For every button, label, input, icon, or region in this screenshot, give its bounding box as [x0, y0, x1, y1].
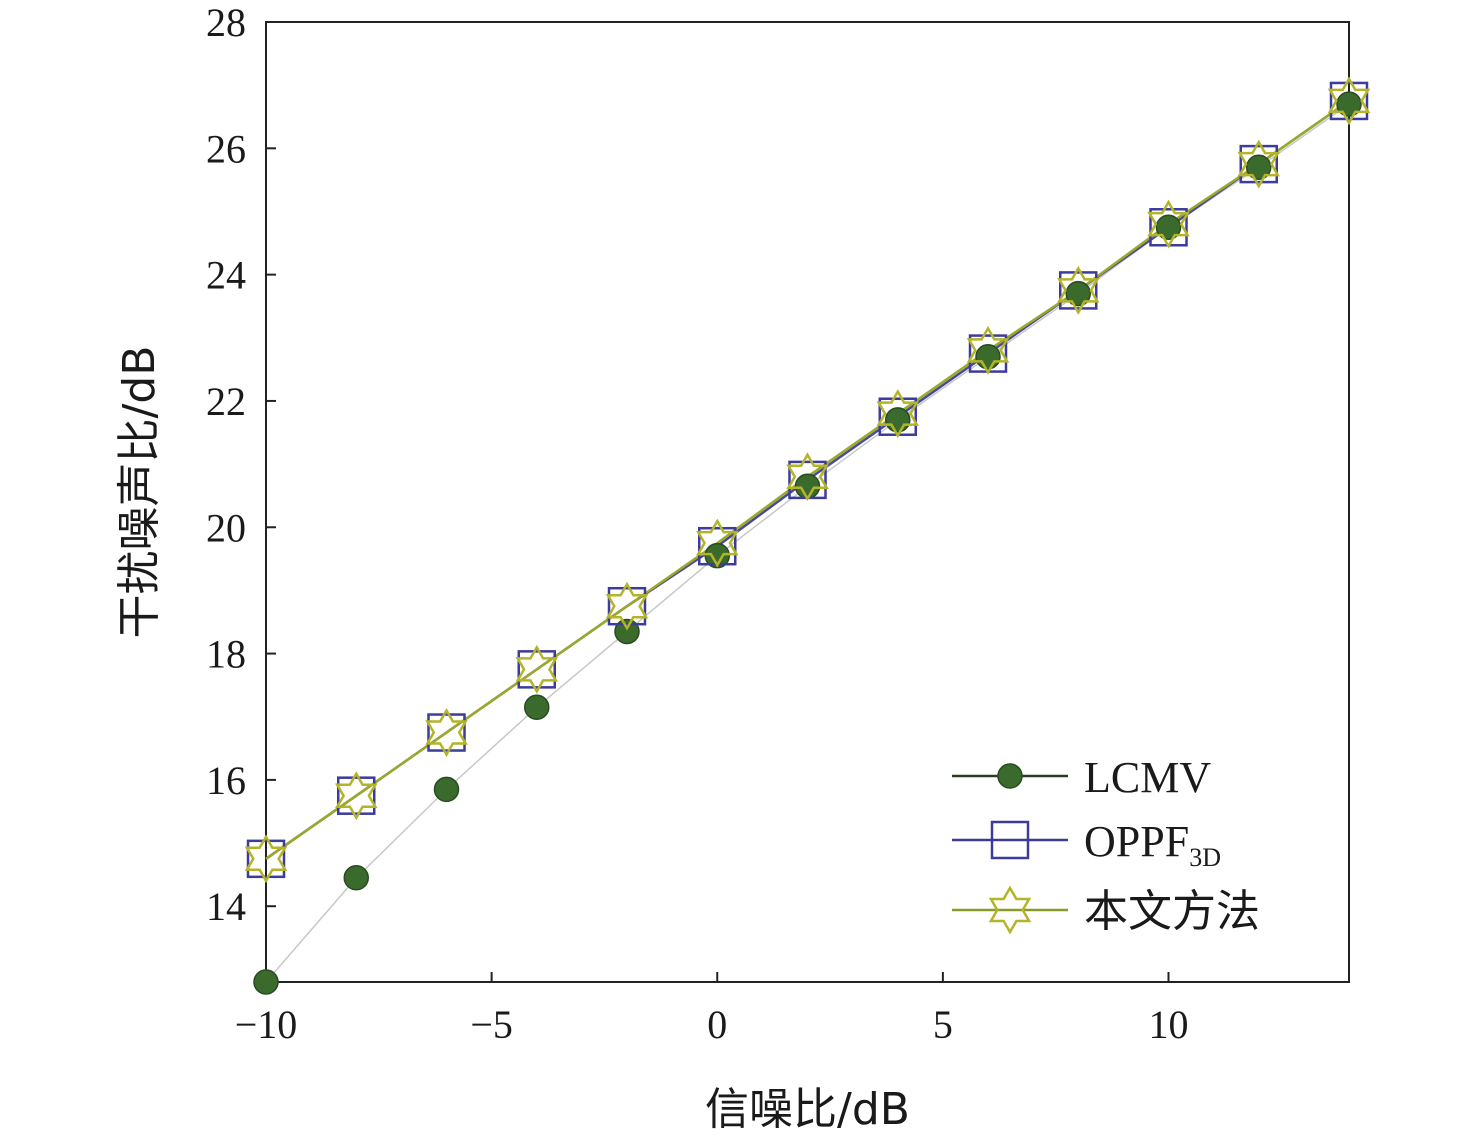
series-0-point	[1336, 91, 1362, 117]
series-2-point	[425, 708, 468, 757]
y-tick-label: 14	[206, 884, 246, 929]
legend-marker	[988, 885, 1032, 935]
series-1-point	[607, 586, 647, 626]
series-0-point	[1246, 154, 1272, 181]
y-tick-label: 18	[206, 632, 246, 677]
series-0-point	[1155, 214, 1182, 241]
series-1-point	[246, 839, 286, 879]
series-2-point	[605, 581, 649, 631]
legend-label: 本文方法	[1084, 887, 1260, 936]
y-axis-title: 干扰噪声比/dB	[114, 346, 165, 639]
series-1-point	[427, 713, 466, 752]
legend-label-text: LCMV	[1084, 753, 1211, 802]
series-0-point	[794, 473, 821, 499]
series-0-point	[343, 865, 369, 891]
legend-marker	[997, 763, 1023, 789]
legend: LCMV OPPF3D 本文方法	[952, 753, 1260, 936]
legend-label: LCMV	[1084, 753, 1211, 802]
series-2-point	[1237, 139, 1280, 189]
plot-area: −10 −5 0 5 10 14 16 18 20 22 24 26 28	[206, 0, 1371, 1047]
series-0-point	[614, 618, 640, 645]
x-axis-title: 信噪比/dB	[705, 1084, 910, 1135]
legend-marker	[990, 820, 1030, 860]
series-2-point	[1057, 265, 1100, 315]
series-0-point	[253, 969, 279, 995]
y-tick-label: 16	[206, 758, 246, 803]
x-tick-label: −5	[470, 1002, 513, 1047]
x-tick-label: 5	[933, 1002, 953, 1047]
series-1-point	[1059, 271, 1098, 310]
series-2-point	[515, 644, 558, 694]
series-0-point	[433, 776, 460, 803]
series-layer	[244, 76, 1371, 995]
y-tick-label: 20	[206, 505, 246, 550]
series-2-point	[335, 771, 378, 821]
legend-label-text: OPPF	[1084, 817, 1189, 866]
x-tick-label: 10	[1149, 1002, 1189, 1047]
series-1-point	[337, 776, 376, 815]
series-1-point	[1329, 81, 1369, 121]
legend-label-subscript: 3D	[1189, 843, 1221, 872]
series-0-point	[1065, 280, 1091, 307]
series-1-point	[517, 650, 556, 689]
plot-frame	[265, 21, 1350, 983]
legend-label: OPPF3D	[1084, 817, 1221, 872]
series-1-point	[1239, 144, 1278, 184]
x-axis-ticks: −10 −5 0 5 10	[235, 972, 1189, 1047]
series-2-point	[244, 834, 288, 884]
y-tick-label: 24	[206, 253, 246, 298]
series-0-point	[885, 407, 911, 433]
series-0-point	[524, 694, 550, 721]
y-axis-ticks: 14 16 18 20 22 24 26 28	[206, 0, 276, 929]
y-tick-label: 26	[206, 126, 246, 171]
series-2-point	[1147, 199, 1190, 249]
series-2-point	[966, 325, 1010, 375]
series-2-point	[786, 452, 829, 502]
legend-label-text: 本文方法	[1084, 887, 1260, 936]
series-2-point	[1327, 76, 1371, 126]
series-0-point	[704, 542, 730, 569]
x-tick-label: 0	[707, 1002, 727, 1047]
series-2-point	[696, 518, 739, 568]
series-0-point	[975, 343, 1001, 370]
x-tick-label: −10	[235, 1002, 298, 1047]
y-tick-label: 22	[206, 379, 246, 424]
y-tick-label: 28	[206, 0, 246, 45]
series-2-point	[876, 389, 919, 439]
